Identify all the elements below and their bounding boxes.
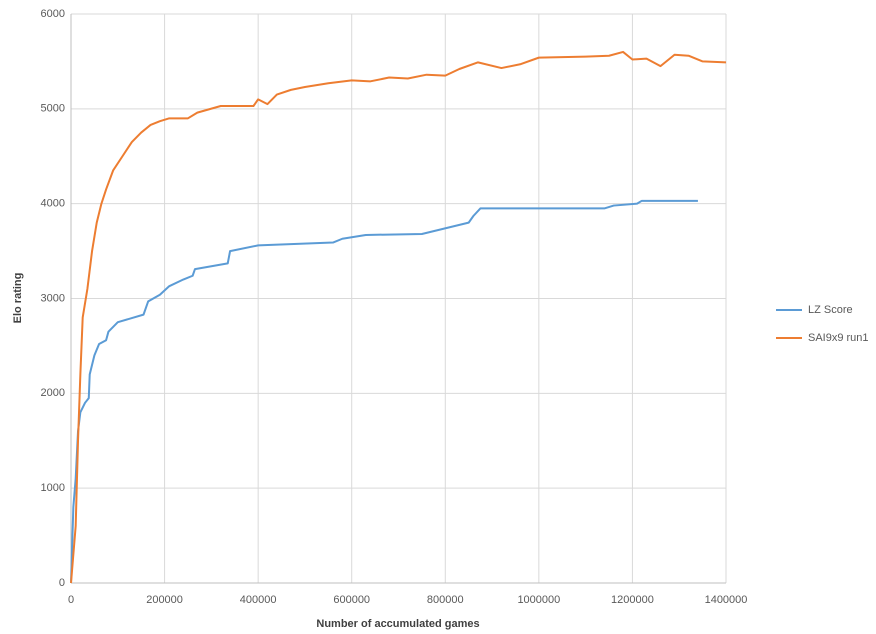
y-tick-label: 0 xyxy=(59,577,65,589)
x-tick-label: 0 xyxy=(68,594,74,606)
y-tick-label: 3000 xyxy=(41,292,65,304)
legend-label: LZ Score xyxy=(808,304,853,316)
line-series xyxy=(70,50,727,584)
x-tick-label: 800000 xyxy=(427,594,464,606)
line-series xyxy=(70,199,698,584)
x-tick-label: 1000000 xyxy=(517,594,560,606)
y-tick-label: 2000 xyxy=(41,387,65,399)
y-tick-label: 6000 xyxy=(41,8,65,20)
x-tick-label: 600000 xyxy=(333,594,370,606)
y-tick-label: 1000 xyxy=(41,482,65,494)
y-tick-label: 5000 xyxy=(41,103,65,115)
y-tick-label: 4000 xyxy=(41,198,65,210)
x-axis-title: Number of accumulated games xyxy=(316,618,479,630)
x-tick-label: 1400000 xyxy=(705,594,748,606)
x-tick-label: 1200000 xyxy=(611,594,654,606)
y-axis-title: Elo rating xyxy=(12,273,24,324)
x-tick-label: 400000 xyxy=(240,594,277,606)
legend-label: SAI9x9 run1 xyxy=(808,332,869,344)
x-tick-label: 200000 xyxy=(146,594,183,606)
